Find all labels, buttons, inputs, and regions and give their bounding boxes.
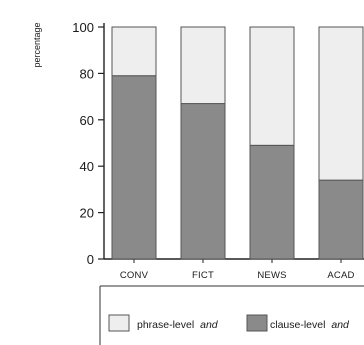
legend-label-prefix: clause-level (270, 319, 328, 331)
y-tick-label: 100 (72, 20, 94, 35)
y-tick-label: 60 (80, 113, 94, 128)
y-tick-label: 20 (80, 206, 94, 221)
legend-label-italic: and (331, 319, 350, 331)
legend-label-italic: and (200, 319, 219, 331)
y-tick-label: 80 (80, 66, 94, 81)
x-tick-label: CONV (120, 270, 149, 281)
bar-news-series-1 (249, 26, 295, 146)
legend-label-0: phrase-level and (137, 319, 219, 331)
y-axis-label: percentage (32, 22, 42, 67)
bar-acad-series-0 (318, 179, 364, 260)
bars (111, 26, 364, 260)
bar-fict-series-1 (180, 26, 226, 105)
legend-swatch-0 (108, 314, 130, 332)
bar-fict-series-0 (180, 103, 226, 260)
y-tick-label: 0 (87, 252, 94, 267)
legend-label-prefix: phrase-level (137, 319, 197, 331)
x-tick-label: FICT (192, 270, 214, 281)
bar-acad-series-1 (318, 26, 364, 181)
x-tick-label: NEWS (257, 270, 286, 281)
bar-news-series-0 (249, 144, 295, 260)
y-tick-label: 40 (80, 159, 94, 174)
legend: phrase-level and clause-level and (99, 285, 364, 345)
bar-conv-series-0 (111, 75, 157, 260)
legend-label-1: clause-level and (270, 319, 350, 331)
x-tick-label: ACAD (327, 270, 354, 281)
bar-conv-series-1 (111, 26, 157, 77)
legend-swatch-1 (246, 314, 268, 332)
